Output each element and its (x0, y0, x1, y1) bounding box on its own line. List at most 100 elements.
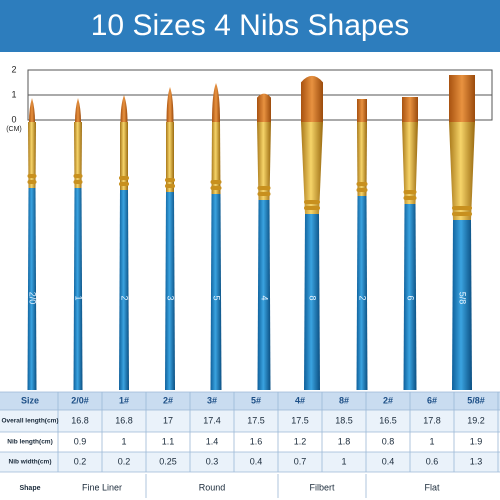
table-header-label: Size (21, 395, 39, 405)
ferrule-ring (27, 174, 37, 178)
shape-group: Filbert (309, 482, 335, 492)
brush-label: 2 (120, 295, 130, 300)
table-header-cell: 8# (339, 395, 349, 405)
table-cell: 0.4 (250, 456, 263, 466)
spec-table: Size 2/0# 1# 2# 3# 5# 4# 8# 2# 6# 5/8# Overall leng… (0, 391, 500, 498)
table-cell: 17.5 (247, 415, 265, 425)
ferrule-ring (403, 196, 417, 200)
ferrule-ring (356, 188, 368, 192)
table-header-cell: 2/0# (71, 395, 89, 405)
brush: 5/8 (449, 75, 475, 390)
brush-label: 1 (74, 295, 84, 300)
table-cell: 0.3 (206, 456, 219, 466)
table-cell: 17.5 (291, 415, 309, 425)
shape-group: Fine Liner (82, 482, 122, 492)
table-row-label: Nib length(cm) (7, 439, 53, 446)
brush-nib (301, 75, 323, 122)
brush-nib (166, 87, 174, 122)
table-header-cell: 2# (383, 395, 393, 405)
table-header-cell: 5# (251, 395, 261, 405)
table-cell: 0.6 (426, 456, 439, 466)
brush-ferrule (74, 122, 82, 188)
table-cell: 1 (341, 456, 346, 466)
table-cell: 0.25 (159, 456, 177, 466)
table-cell: 1 (121, 436, 126, 446)
brush: 2/0 (27, 98, 38, 390)
ferrule-ring (27, 180, 37, 184)
ferrule-ring (165, 178, 175, 182)
table-cell: 17.4 (203, 415, 221, 425)
brush: 5 (210, 83, 222, 390)
table-header-bg (0, 392, 500, 410)
table-row-label: Nib width(cm) (9, 459, 52, 466)
brush-ferrule (257, 122, 271, 200)
brush-handle (452, 220, 472, 390)
scale-label: 1 (11, 89, 16, 99)
table-cell: 1.9 (470, 436, 483, 446)
brush-handle (304, 214, 320, 390)
brush-handle (165, 192, 175, 390)
table-header-cell: 4# (295, 395, 305, 405)
brush: 4 (257, 93, 271, 390)
brush-nib (357, 99, 367, 122)
shape-group: Round (199, 482, 226, 492)
brush-label: 5 (212, 295, 222, 300)
brush: 3 (165, 87, 176, 390)
table-cell: 0.4 (382, 456, 395, 466)
ferrule-ring (119, 182, 129, 186)
brush-nib (257, 93, 271, 122)
brush-label: 6 (406, 295, 416, 300)
brush: 1 (73, 98, 84, 390)
ferrule-ring (73, 174, 83, 178)
brush-nib (212, 83, 220, 122)
brush-nib (402, 97, 418, 122)
brush-label: 3 (166, 295, 176, 300)
table-cell: 17 (163, 415, 173, 425)
ferrule-ring (356, 182, 368, 186)
table-header-cell: 5/8# (467, 395, 485, 405)
scale-label: 0 (11, 114, 16, 124)
title: 10 Sizes 4 Nibs Shapes (91, 9, 410, 42)
brush-handle (27, 188, 37, 390)
ferrule-ring (452, 206, 472, 210)
table-cell: 1.1 (162, 436, 175, 446)
table-cell: 1.2 (294, 436, 307, 446)
table-cell: 0.9 (74, 436, 87, 446)
brush-ferrule (357, 122, 367, 196)
ferrule-ring (257, 192, 271, 196)
table-cell: 19.2 (467, 415, 485, 425)
brush-ferrule (28, 122, 36, 188)
brush: 2 (119, 95, 130, 390)
ferrule-ring (452, 212, 472, 216)
brushes: 2/0 1 2 3 5 4 8 2 6 5/8 (27, 75, 475, 390)
table-cell: 0.8 (382, 436, 395, 446)
ferrule-ring (210, 186, 222, 190)
brush-handle (403, 204, 417, 390)
table-header-cell: 1# (119, 395, 129, 405)
brush-handle (73, 188, 83, 390)
ferrule-ring (304, 206, 320, 210)
table-cell: 17.8 (423, 415, 441, 425)
brush-ferrule (402, 122, 418, 204)
brush-nib (449, 75, 475, 122)
brush: 2 (356, 99, 368, 390)
table-cell: 18.5 (335, 415, 353, 425)
table-cell: 16.8 (71, 415, 89, 425)
brush-label: 2 (358, 295, 368, 300)
table-cell: 1.3 (470, 456, 483, 466)
ferrule-ring (165, 184, 175, 188)
shape-group: Flat (424, 482, 440, 492)
brush-handle (356, 196, 368, 390)
table-cell: 0.7 (294, 456, 307, 466)
brush-ferrule (211, 122, 221, 194)
ferrule-ring (210, 180, 222, 184)
ferrule-ring (304, 200, 320, 204)
table-cell: 1 (429, 436, 434, 446)
brush: 8 (301, 75, 323, 390)
brush-nib (75, 98, 81, 122)
brush-ferrule (449, 122, 475, 220)
title-bar (0, 0, 500, 52)
ferrule-ring (257, 186, 271, 190)
brush-label: 8 (308, 295, 318, 300)
